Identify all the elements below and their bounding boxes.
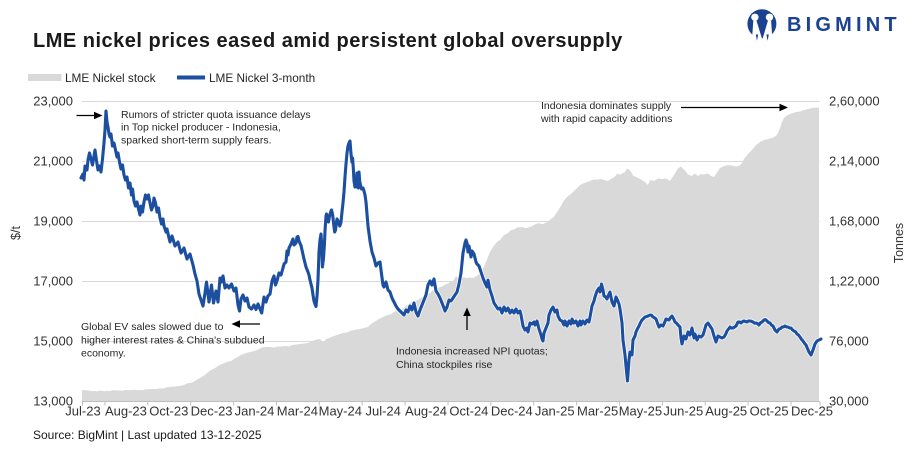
svg-text:in Top nickel producer - Indon: in Top nickel producer - Indonesia, [121, 122, 281, 134]
svg-text:Indonesia dominates supply: Indonesia dominates supply [541, 100, 672, 112]
svg-text:Dec-25: Dec-25 [791, 404, 833, 419]
svg-text:2,60,000: 2,60,000 [829, 94, 880, 109]
svg-text:2,14,000: 2,14,000 [829, 154, 880, 169]
svg-text:May-25: May-25 [619, 404, 662, 419]
svg-text:15,000: 15,000 [33, 334, 73, 349]
svg-text:17,000: 17,000 [33, 274, 73, 289]
svg-text:Jul-24: Jul-24 [365, 404, 400, 419]
svg-text:sparked short-term supply fear: sparked short-term supply fears. [121, 135, 272, 147]
svg-text:Jul-23: Jul-23 [65, 404, 100, 419]
svg-text:Jun-25: Jun-25 [663, 404, 703, 419]
svg-text:Tonnes: Tonnes [892, 223, 906, 263]
svg-text:economy.: economy. [81, 348, 126, 360]
svg-text:Mar-24: Mar-24 [277, 404, 318, 419]
svg-text:May-24: May-24 [319, 404, 362, 419]
svg-text:Oct-23: Oct-23 [149, 404, 188, 419]
svg-text:Oct-24: Oct-24 [449, 404, 488, 419]
svg-text:Aug-24: Aug-24 [405, 404, 447, 419]
svg-text:Global EV sales slowed due to: Global EV sales slowed due to [81, 321, 224, 333]
svg-text:China stockpiles rise: China stockpiles rise [396, 359, 492, 371]
svg-text:Rumors of stricter quota issua: Rumors of stricter quota issuance delays [121, 109, 311, 121]
svg-text:Oct-25: Oct-25 [750, 404, 789, 419]
svg-text:Dec-23: Dec-23 [191, 404, 233, 419]
svg-text:21,000: 21,000 [33, 154, 73, 169]
svg-text:Source: BigMint | Last updated: Source: BigMint | Last updated 13-12-202… [33, 428, 262, 442]
svg-text:Aug-25: Aug-25 [705, 404, 747, 419]
svg-text:BIGMINT: BIGMINT [787, 14, 901, 36]
svg-text:Aug-23: Aug-23 [105, 404, 147, 419]
svg-text:1,68,000: 1,68,000 [829, 214, 880, 229]
svg-text:Jan-24: Jan-24 [235, 404, 275, 419]
svg-text:13,000: 13,000 [33, 394, 73, 409]
svg-text:Jan-25: Jan-25 [535, 404, 575, 419]
svg-text:Mar-25: Mar-25 [577, 404, 618, 419]
svg-text:higher interest rates & China': higher interest rates & China's subdued [81, 334, 265, 346]
svg-text:$/t: $/t [9, 226, 23, 240]
svg-text:30,000: 30,000 [829, 394, 869, 409]
svg-text:LME nickel prices eased amid p: LME nickel prices eased amid persistent … [33, 30, 623, 52]
svg-text:with rapid capacity additions: with rapid capacity additions [540, 113, 672, 125]
svg-text:Indonesia increased NPI quotas: Indonesia increased NPI quotas; [396, 346, 548, 358]
svg-text:19,000: 19,000 [33, 214, 73, 229]
svg-text:1,22,000: 1,22,000 [829, 274, 880, 289]
svg-text:23,000: 23,000 [33, 94, 73, 109]
svg-text:76,000: 76,000 [829, 334, 869, 349]
svg-text:LME Nickel 3-month: LME Nickel 3-month [209, 71, 315, 85]
svg-text:Dec-24: Dec-24 [491, 404, 533, 419]
svg-text:LME Nickel stock: LME Nickel stock [65, 71, 156, 85]
